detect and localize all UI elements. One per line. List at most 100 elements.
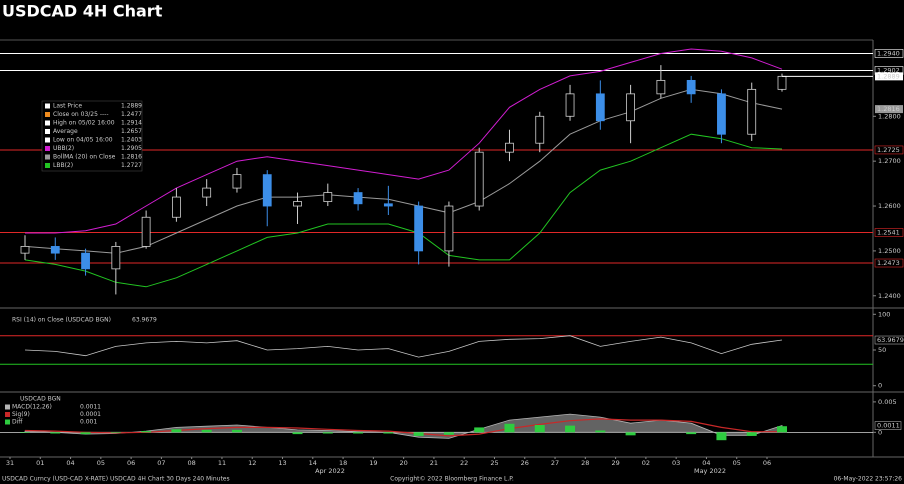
legend-label: Close on 03/25 ---- bbox=[53, 111, 109, 118]
candle-body bbox=[444, 205, 454, 252]
x-tick-label: 27 bbox=[551, 459, 559, 467]
x-tick-label: 05 bbox=[733, 459, 741, 467]
candle-body bbox=[505, 142, 514, 153]
chart-title: USDCAD 4H Chart bbox=[2, 2, 163, 21]
x-tick-label: 26 bbox=[521, 459, 529, 467]
footer-center: Copyright© 2022 Bloomberg Finance L.P. bbox=[390, 476, 514, 483]
candle-body bbox=[262, 174, 272, 207]
band-line bbox=[25, 48, 783, 234]
x-tick-label: 02 bbox=[642, 459, 650, 467]
candle-body bbox=[293, 201, 302, 207]
candle-body bbox=[232, 174, 242, 189]
diff-bar bbox=[322, 432, 333, 434]
x-tick-label: 29 bbox=[611, 459, 619, 467]
candle-body bbox=[414, 205, 424, 252]
legend-value: 1.2727 bbox=[121, 162, 142, 169]
last-value-label: 63.9679 bbox=[877, 336, 904, 344]
diff-bar bbox=[50, 432, 61, 434]
rsi-line bbox=[24, 335, 783, 358]
x-tick-label: 22 bbox=[460, 459, 468, 467]
candle-body bbox=[141, 216, 151, 247]
candle-body bbox=[323, 192, 333, 202]
diff-bar bbox=[746, 432, 757, 436]
legend-value: 0.001 bbox=[80, 419, 97, 426]
x-tick-label: 06 bbox=[763, 459, 771, 467]
legend-value: 63.9679 bbox=[132, 317, 157, 324]
candle-body bbox=[50, 246, 60, 254]
diff-bar bbox=[474, 427, 485, 433]
x-tick-label: 05 bbox=[97, 459, 105, 467]
signal-line bbox=[24, 418, 782, 437]
candle-body bbox=[20, 246, 30, 254]
candle-body bbox=[474, 151, 484, 207]
legend-label: RSI (14) on Close (USDCAD BGN) bbox=[12, 317, 111, 324]
ma-label-box bbox=[875, 105, 903, 114]
panel-label: USDCAD BGN bbox=[20, 396, 61, 403]
x-tick-label: 18 bbox=[339, 459, 347, 467]
legend-label: Average bbox=[53, 128, 78, 135]
level-label-box bbox=[874, 228, 904, 237]
candle-body bbox=[747, 88, 757, 135]
last-value-box bbox=[874, 421, 902, 430]
x-tick-label: 08 bbox=[188, 459, 196, 467]
y-tick-label: 1.2500 bbox=[878, 247, 901, 255]
level-label-box bbox=[874, 49, 904, 58]
candle-body bbox=[111, 246, 121, 270]
x-tick-label: 31 bbox=[6, 459, 14, 467]
last-price-label: 1.2889 bbox=[877, 72, 900, 80]
legend-swatch bbox=[45, 137, 50, 143]
x-tick-label: 06 bbox=[127, 459, 135, 467]
candle-body bbox=[626, 93, 635, 122]
diff-bar bbox=[504, 423, 515, 433]
legend-box bbox=[41, 100, 143, 172]
legend-value: 1.2657 bbox=[121, 128, 142, 135]
y-tick-label: 1.2700 bbox=[878, 157, 901, 165]
x-tick-label: 21 bbox=[430, 459, 438, 467]
legend-value: 1.2889 bbox=[121, 103, 142, 110]
legend-label: UBB(2) bbox=[53, 145, 74, 152]
level-label: 1.2541 bbox=[877, 229, 900, 237]
diff-bar bbox=[625, 432, 636, 436]
candle-body bbox=[535, 115, 545, 144]
legend-swatch bbox=[5, 419, 10, 425]
footer-right: 06-May-2022 23:57:26 bbox=[834, 476, 903, 483]
candle-body bbox=[383, 203, 393, 207]
diff-bar bbox=[443, 432, 454, 435]
legend-swatch bbox=[45, 154, 50, 160]
legend-value: 1.2914 bbox=[121, 120, 142, 127]
level-label: 1.2473 bbox=[877, 259, 900, 267]
legend-value: 1.2403 bbox=[121, 137, 142, 144]
legend-swatch bbox=[45, 163, 50, 168]
x-tick-label: 11 bbox=[218, 459, 226, 467]
x-tick-label: 20 bbox=[399, 459, 407, 467]
diff-bar bbox=[413, 432, 424, 436]
legend-label: Last Price bbox=[53, 103, 82, 110]
candle-body bbox=[717, 93, 726, 135]
legend-swatch bbox=[45, 112, 50, 117]
legend-label: LBB(2) bbox=[53, 162, 73, 169]
level-label-box bbox=[874, 258, 904, 268]
x-tick-label: 14 bbox=[309, 459, 317, 467]
last-value-box bbox=[874, 335, 904, 345]
band-line bbox=[24, 133, 783, 288]
candle-body bbox=[353, 192, 363, 205]
legend-value: 1.2477 bbox=[121, 111, 142, 118]
diff-bar bbox=[292, 432, 303, 435]
diff-bar bbox=[777, 426, 787, 433]
y-tick-label: 0 bbox=[878, 428, 882, 436]
x-tick-label: 04 bbox=[66, 459, 74, 467]
ma-label: 1.2816 bbox=[877, 105, 900, 113]
y-tick-label: 0 bbox=[878, 382, 882, 390]
x-tick-label: 07 bbox=[157, 459, 165, 467]
y-tick-label: 1.2800 bbox=[878, 112, 901, 120]
legend-swatch bbox=[5, 412, 10, 417]
legend-swatch bbox=[45, 146, 50, 151]
legend-label: BollMA (20) on Close bbox=[53, 154, 116, 161]
diff-bar bbox=[353, 432, 364, 434]
legend-value: 1.2905 bbox=[121, 145, 142, 152]
diff-bar bbox=[595, 430, 606, 433]
legend-label: High on 05/02 16:00 bbox=[53, 120, 115, 127]
level-label: 1.2725 bbox=[877, 146, 900, 154]
x-tick-label: 13 bbox=[278, 459, 286, 467]
